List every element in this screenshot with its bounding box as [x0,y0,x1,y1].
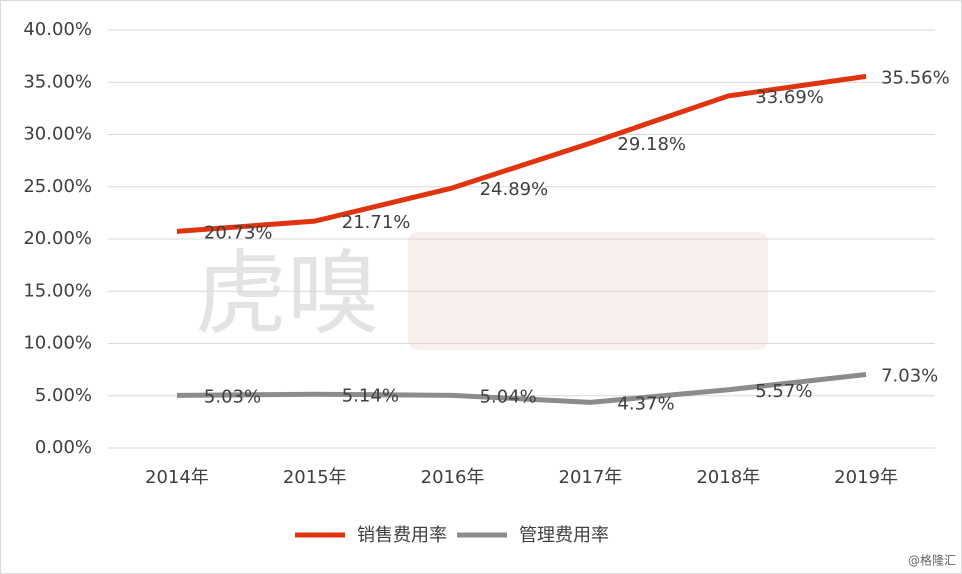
y-tick-label: 15.00% [23,280,92,301]
x-tick-label: 2016年 [421,467,485,488]
y-tick-label: 35.00% [23,71,92,92]
y-tick-label: 30.00% [23,124,92,145]
data-label: 5.57% [755,381,812,402]
data-label: 21.71% [342,212,411,233]
data-label: 7.03% [881,366,938,387]
x-tick-label: 2014年 [145,467,209,488]
data-label: 5.04% [480,386,537,407]
data-label: 24.89% [480,179,549,200]
x-tick-label: 2018年 [696,467,760,488]
x-tick-label: 2015年 [283,467,347,488]
x-tick-label: 2017年 [559,467,623,488]
watermark-text: Pro会员 [425,237,726,335]
series-line [176,73,867,234]
y-tick-label: 10.00% [23,333,92,354]
watermark: 虎嗅 Pro会员 [195,237,726,347]
y-tick-label: 40.00% [23,19,92,40]
data-label: 20.73% [204,222,273,243]
x-tick-label: 2019年 [834,467,898,488]
y-tick-label: 5.00% [35,385,92,406]
data-label: 33.69% [755,87,824,108]
data-label: 5.14% [342,385,399,406]
y-tick-label: 25.00% [23,176,92,197]
data-label: 29.18% [617,134,686,155]
legend-label: 销售费用率 [357,525,447,546]
series-line [176,372,867,405]
data-label: 5.03% [204,386,261,407]
watermark-text: 虎嗅 [195,240,379,347]
data-label: 35.56% [881,67,950,88]
source-note: @格隆汇 [908,553,956,568]
legend-label: 管理费用率 [519,525,609,546]
y-tick-label: 20.00% [23,228,92,249]
data-label: 4.37% [617,393,674,414]
y-tick-label: 0.00% [35,437,92,458]
